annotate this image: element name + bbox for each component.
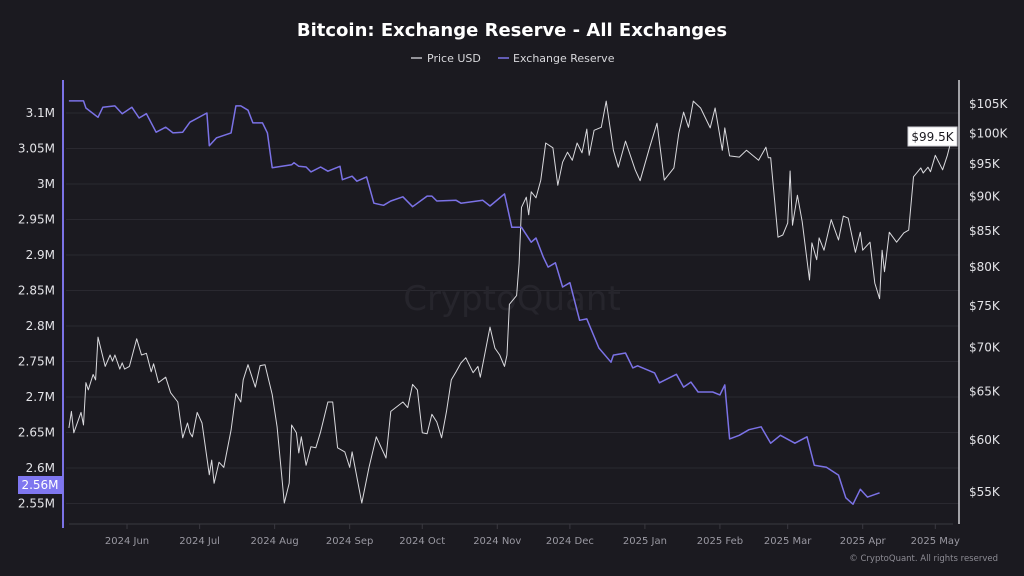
left-tick-label: 2.9M <box>26 248 55 262</box>
copyright: © CryptoQuant. All rights reserved <box>849 554 998 564</box>
left-tick-label: 2.75M <box>18 355 55 369</box>
exchange-reserve-line <box>68 100 880 505</box>
x-tick-label: 2024 Dec <box>546 536 594 547</box>
right-tick-label: $60K <box>969 433 1001 447</box>
left-tick-label: 2.7M <box>26 390 55 404</box>
left-current-value-badge: 2.56M <box>18 476 63 494</box>
left-tick-label: 3M <box>37 177 55 191</box>
right-current-value: $99.5K <box>911 130 954 144</box>
left-current-value: 2.56M <box>21 478 58 492</box>
right-tick-label: $75K <box>969 299 1001 313</box>
right-current-value-badge: $99.5K <box>907 126 958 147</box>
x-tick-label: 2024 Oct <box>399 536 445 547</box>
left-tick-label: 2.8M <box>26 319 55 333</box>
right-tick-label: $65K <box>969 385 1001 399</box>
x-tick-label: 2024 Sep <box>326 536 373 547</box>
left-tick-label: 2.6M <box>26 461 55 475</box>
right-tick-label: $55K <box>969 485 1001 499</box>
left-axis: 2.55M 2.6M 2.65M 2.7M 2.75M 2.8M 2.85M 2.9M 2.95… <box>18 106 55 511</box>
right-tick-label: $70K <box>969 340 1001 354</box>
right-axis: $55K $60K $65K $70K $75K $80K $85K $90K $95K $100… <box>969 97 1009 499</box>
gridlines <box>66 112 959 504</box>
left-tick-label: 2.95M <box>18 213 55 227</box>
legend-item-reserve[interactable]: Exchange Reserve <box>498 52 615 65</box>
left-tick-label: 3.05M <box>18 142 55 156</box>
x-tick-label: 2024 Jul <box>179 536 220 547</box>
x-tick-label: 2024 Jun <box>105 536 149 547</box>
x-tick-label: 2025 Apr <box>840 536 887 547</box>
x-tick-label: 2025 Jan <box>623 536 667 547</box>
left-tick-label: 2.85M <box>18 284 55 298</box>
right-tick-label: $95K <box>969 157 1001 171</box>
left-tick-label: 2.65M <box>18 426 55 440</box>
left-tick-label: 2.55M <box>18 497 55 511</box>
right-tick-label: $90K <box>969 189 1001 203</box>
legend-item-price[interactable]: Price USD <box>411 52 481 65</box>
watermark: CryptoQuant <box>403 279 621 319</box>
legend-label-price: Price USD <box>427 52 481 65</box>
chart-title: Bitcoin: Exchange Reserve - All Exchange… <box>297 20 727 41</box>
right-tick-label: $80K <box>969 260 1001 274</box>
right-tick-label: $100K <box>969 126 1009 140</box>
legend: Price USD Exchange Reserve <box>411 52 615 65</box>
right-tick-label: $85K <box>969 224 1001 238</box>
x-axis: 2024 Jun 2024 Jul 2024 Aug 2024 Sep 2024 Oct… <box>69 523 960 547</box>
legend-label-reserve: Exchange Reserve <box>513 52 615 65</box>
x-tick-label: 2025 Feb <box>697 536 743 547</box>
x-tick-label: 2024 Nov <box>473 536 521 547</box>
x-tick-label: 2025 May <box>911 536 960 547</box>
price-usd-line <box>68 100 953 504</box>
x-tick-label: 2024 Aug <box>251 536 299 547</box>
left-tick-label: 3.1M <box>26 106 55 120</box>
x-tick-label: 2025 Mar <box>764 536 812 547</box>
right-tick-label: $105K <box>969 97 1009 111</box>
series-lines <box>68 100 953 505</box>
